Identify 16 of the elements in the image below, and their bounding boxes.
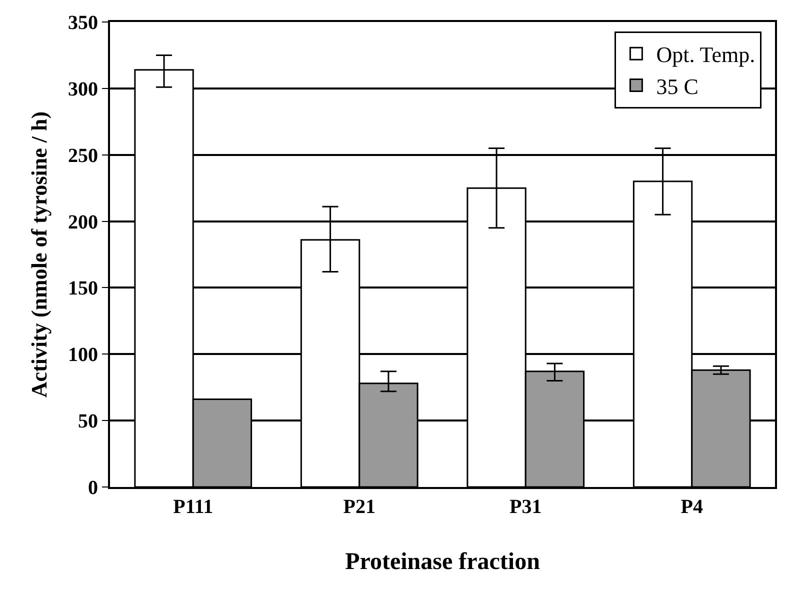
x-tick-label: P21 (343, 496, 376, 518)
y-tick-label: 250 (68, 144, 98, 167)
x-tick-label: P31 (510, 496, 542, 518)
y-tick-label: 150 (68, 278, 98, 300)
legend-label: Opt. Temp. (656, 42, 756, 68)
y-tick-label: 350 (68, 12, 98, 34)
y-tick-label: 300 (68, 78, 98, 100)
y-axis-title: Activity (nmole of tyrosine / h) (26, 111, 52, 398)
x-tick-label: P111 (173, 496, 214, 518)
x-axis-title: Proteinase fraction (345, 548, 540, 575)
y-tick-label: 50 (78, 410, 98, 433)
y-tick-label: 0 (88, 477, 98, 499)
y-tick-label: 100 (68, 344, 98, 366)
x-tick-label: P4 (680, 496, 703, 518)
legend-label: 35 C (656, 74, 698, 99)
y-tick-label: 200 (68, 211, 98, 234)
